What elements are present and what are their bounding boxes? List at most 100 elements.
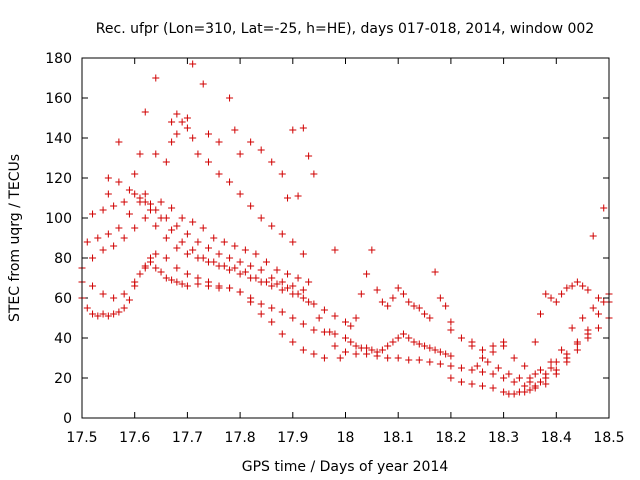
data-point [489, 348, 497, 356]
data-point [89, 210, 97, 218]
data-point [600, 204, 608, 212]
data-point [431, 346, 439, 354]
data-point [136, 198, 144, 206]
data-point [178, 280, 186, 288]
data-point [342, 348, 349, 356]
data-point [342, 334, 349, 342]
data-point [410, 302, 418, 310]
data-point [299, 294, 307, 302]
data-point [173, 130, 181, 138]
data-point [173, 110, 181, 118]
data-point [558, 346, 566, 354]
data-point [273, 280, 281, 288]
data-point [89, 282, 97, 290]
x-tick-label: 18.1 [383, 430, 414, 446]
data-point [299, 124, 307, 132]
data-point [284, 284, 292, 292]
data-point [505, 370, 513, 378]
data-point [125, 210, 133, 218]
data-point [183, 230, 191, 238]
data-point [194, 150, 202, 158]
data-point [268, 274, 276, 282]
data-point [268, 158, 276, 166]
data-point [157, 268, 165, 276]
data-point [152, 150, 160, 158]
data-point [147, 206, 155, 214]
data-point [521, 362, 529, 370]
data-points [78, 60, 613, 398]
data-point [547, 294, 555, 302]
data-point [479, 354, 487, 362]
data-point [331, 342, 339, 350]
data-point [262, 278, 270, 286]
data-point [447, 374, 455, 382]
data-point [552, 298, 560, 306]
data-point [447, 362, 455, 370]
data-point [289, 314, 297, 322]
data-point [426, 344, 434, 352]
data-point [489, 342, 497, 350]
data-point [394, 354, 402, 362]
data-point [399, 290, 407, 298]
data-point [410, 338, 418, 346]
data-point [436, 294, 444, 302]
data-point [500, 388, 508, 396]
data-point [173, 244, 181, 252]
data-point [336, 354, 344, 362]
x-tick-label: 18.4 [541, 430, 572, 446]
data-point [536, 378, 544, 386]
data-point [521, 388, 529, 396]
data-point [536, 366, 544, 374]
data-point [241, 268, 249, 276]
data-point [373, 286, 381, 294]
data-point [363, 350, 371, 358]
data-point [378, 298, 386, 306]
data-point [120, 234, 128, 242]
data-point [278, 230, 286, 238]
data-point [220, 238, 228, 246]
data-point [310, 326, 318, 334]
data-point [147, 200, 155, 208]
data-point [226, 284, 234, 292]
data-point [363, 270, 371, 278]
data-point [226, 266, 234, 274]
x-tick-label: 17.9 [277, 430, 308, 446]
data-point [141, 190, 149, 198]
data-point [457, 378, 465, 386]
data-point [468, 338, 476, 346]
data-point [183, 282, 191, 290]
data-point [389, 338, 397, 346]
data-point [268, 282, 276, 290]
data-point [152, 264, 160, 272]
data-point [352, 314, 360, 322]
data-point [257, 300, 265, 308]
data-point [394, 284, 402, 292]
data-point [500, 338, 508, 346]
data-point [289, 238, 297, 246]
data-point [579, 282, 587, 290]
data-point [110, 310, 118, 318]
data-point [147, 254, 155, 262]
data-point [215, 282, 223, 290]
data-point [162, 214, 170, 222]
data-point [421, 310, 429, 318]
data-point [600, 298, 608, 306]
data-point [320, 354, 328, 362]
y-tick-label: 160 [45, 91, 72, 107]
data-point [352, 342, 360, 350]
data-point [131, 278, 139, 286]
data-point [226, 254, 234, 262]
y-tick-label: 100 [45, 211, 72, 227]
data-point [405, 356, 413, 364]
data-point [568, 324, 576, 332]
data-point [278, 286, 286, 294]
data-point [162, 158, 170, 166]
data-point [489, 384, 497, 392]
data-point [125, 186, 133, 194]
data-point [204, 244, 212, 252]
data-point [510, 354, 518, 362]
data-point [479, 346, 487, 354]
data-point [405, 298, 413, 306]
data-point [447, 352, 455, 360]
data-point [526, 386, 534, 394]
